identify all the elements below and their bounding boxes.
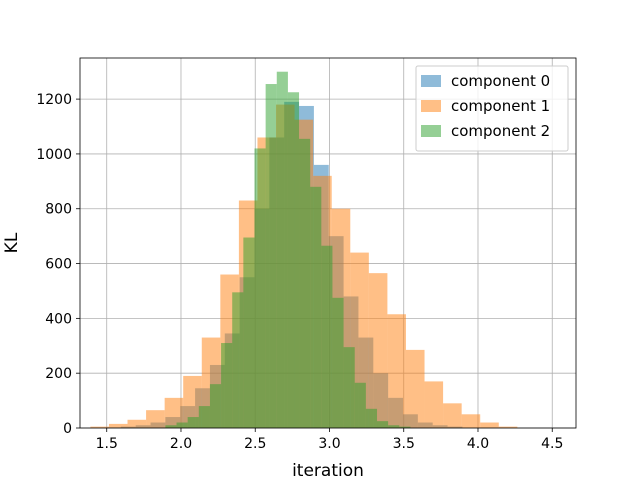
histogram-bar (368, 273, 388, 428)
histogram-bar (287, 92, 300, 428)
x-axis-ticks: 1.5 2.0 2.5 3.0 3.5 4.0 4.5 (96, 428, 563, 452)
y-tick-label: 0 (63, 421, 72, 437)
histogram-bars (90, 71, 518, 429)
x-tick-label: 1.5 (96, 436, 118, 452)
histogram-bar (405, 349, 425, 428)
histogram-bar (424, 381, 444, 428)
histogram-bar (399, 426, 411, 428)
histogram-bar (377, 421, 389, 428)
x-tick-label: 4.5 (541, 436, 563, 452)
histogram-bar (310, 186, 322, 428)
histogram-bar (146, 410, 165, 428)
histogram-bar (221, 343, 233, 428)
histogram-bar (187, 417, 199, 428)
histogram-bar (332, 297, 344, 428)
histogram-bar (232, 292, 244, 428)
series-2-bars (165, 71, 411, 428)
histogram-bar (183, 375, 202, 428)
histogram-bar (461, 414, 481, 428)
histogram-bar (321, 245, 333, 428)
histogram-bar (443, 403, 462, 428)
x-tick-label: 3.5 (393, 436, 415, 452)
y-tick-label: 1000 (36, 147, 72, 163)
x-tick-label: 3.0 (318, 436, 340, 452)
legend-swatch (421, 125, 441, 137)
plot-frame (79, 57, 577, 429)
x-tick-label: 4.0 (467, 436, 489, 452)
histogram-bar (365, 408, 378, 428)
y-axis-label: KL (2, 232, 22, 253)
histogram-bar (243, 237, 255, 428)
histogram-bar (388, 425, 400, 428)
histogram-bar (108, 423, 128, 428)
x-tick-label: 2.0 (170, 436, 192, 452)
legend-label: component 2 (451, 122, 550, 140)
histogram-bar (176, 422, 188, 428)
histogram-bar (387, 314, 406, 428)
histogram-bar (276, 71, 288, 428)
legend-swatch (421, 100, 441, 112)
y-tick-label: 1200 (36, 92, 72, 108)
y-tick-label: 600 (45, 257, 72, 273)
histogram-bar (265, 84, 277, 428)
x-axis-label: iteration (292, 461, 364, 480)
histogram-bar (254, 148, 266, 428)
histogram-bar (299, 138, 311, 428)
y-tick-label: 800 (45, 202, 72, 218)
x-tick-label: 2.5 (244, 436, 266, 452)
y-tick-label: 400 (45, 311, 72, 327)
legend-box (415, 65, 569, 152)
legend-swatch (421, 75, 441, 87)
legend-label: component 1 (451, 97, 550, 115)
histogram-bar (354, 382, 366, 428)
y-tick-label: 200 (45, 366, 72, 382)
histogram-bar (209, 384, 222, 428)
legend: component 0 component 1 component 2 (415, 65, 569, 152)
legend-label: component 0 (451, 72, 550, 90)
y-axis-ticks: 0 200 400 600 800 1000 1200 (36, 92, 80, 437)
histogram-bar (165, 425, 177, 428)
histogram-bar (164, 397, 184, 428)
histogram-bar (90, 426, 109, 428)
histogram-bar (198, 406, 210, 428)
histogram-bar (343, 347, 355, 428)
histogram-bar (498, 426, 518, 428)
histogram-bar (127, 419, 147, 428)
histogram-bar (480, 422, 499, 428)
